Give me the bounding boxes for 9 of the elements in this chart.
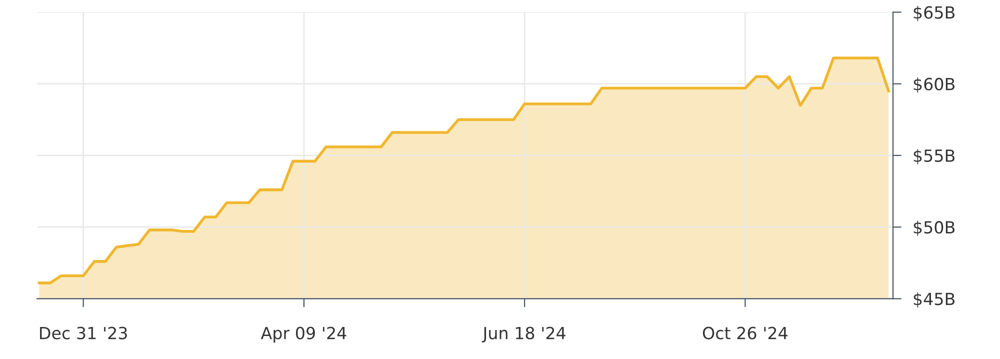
y-tick-label: $65B (914, 6, 955, 21)
y-tick-label: $55B (914, 149, 955, 164)
y-tick-label: $50B (914, 220, 955, 236)
x-tick-label: Apr 09 '24 (260, 326, 346, 343)
x-tick-label: Dec 31 '23 (40, 326, 127, 340)
x-tick-label: Oct 26 '24 (702, 326, 788, 340)
y-tick-label: $45B (914, 292, 955, 308)
y-tick-label: $60B (914, 77, 955, 93)
x-tick-label: Jun 18 '24 (482, 326, 566, 342)
